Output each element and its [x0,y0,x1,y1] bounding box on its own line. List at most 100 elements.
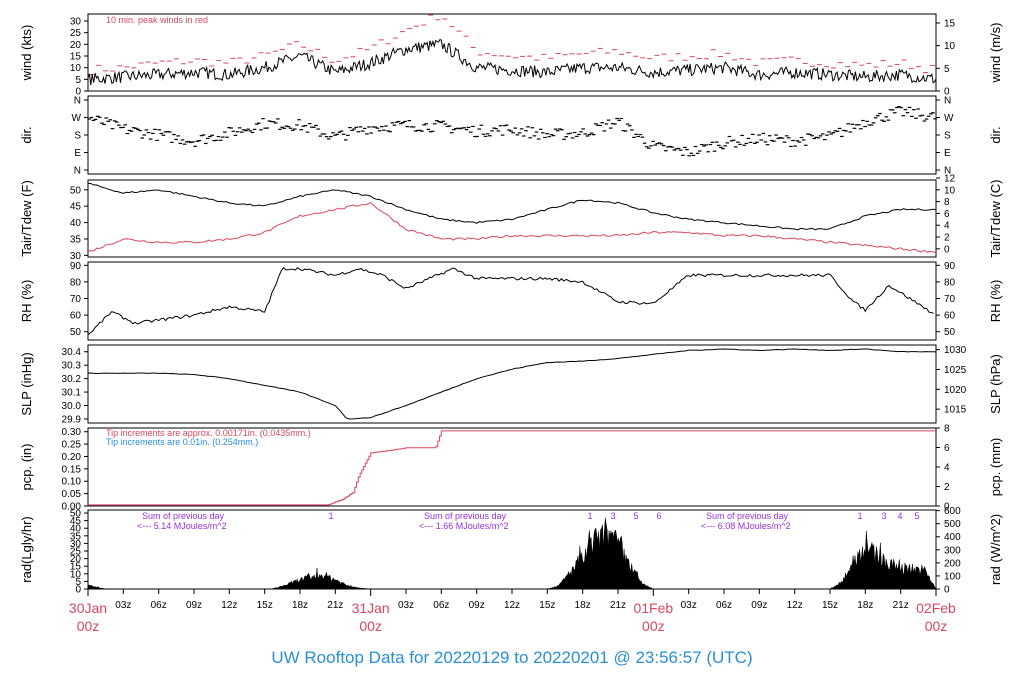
rad-left-tick-label: 0 [75,585,81,596]
time-tick-label: 03z [115,600,131,611]
pcp-right-tick-label: 0 [944,502,950,513]
pcp-left-tick-label: 0.20 [62,452,82,463]
rad-left-tick-label: 15 [70,562,82,573]
rad-ylabel-right: rad (W/m^2) [988,514,1003,585]
day-label: 30Jan [69,600,107,616]
rad-left-tick-label: 40 [70,524,82,535]
temp-right-tick-label: 2 [944,233,950,244]
radiation-hour-mark: 6 [656,511,661,521]
wind-right-tick-label: 5 [944,64,950,75]
rh-right-tick-label: 60 [944,311,956,322]
rh-panel-frame [87,261,937,341]
rad-left-tick-label: 50 [70,509,82,520]
temp-right-tick-label: 4 [944,221,950,232]
slp-left-tick-label: 30.2 [62,374,82,385]
wind-panel-frame [87,13,937,92]
radiation-hour-mark: 3 [881,511,886,521]
day-hour-label: 00z [359,618,382,634]
rad-left-tick-label: 25 [70,547,82,558]
temp-right-tick-label: 12 [944,174,956,185]
pcp-left-tick-label: 0.30 [62,427,82,438]
radiation-sum-value: <--- 1.66 MJoules/m^2 [419,521,509,531]
rh-left-tick-label: 90 [70,261,82,272]
time-tick-label: 15z [539,600,555,611]
temp-left-tick-label: 50 [70,185,82,196]
rad-right-tick-label: 500 [944,519,961,530]
day-label: 31Jan [352,600,390,616]
temp-ylabel-right: Tair/Tdew (C) [988,179,1003,257]
dir-right-tick-label: N [944,166,951,177]
radiation-sum-value: <--- 6.08 MJoules/m^2 [701,521,791,531]
air-temperature-line [87,182,937,231]
rad-right-tick-label: 300 [944,545,961,556]
dir-right-tick-label: E [944,148,951,159]
temp-right-tick-label: 0 [944,244,950,255]
slp-left-tick-label: 30.1 [62,388,82,399]
relative-humidity-line [87,266,934,336]
time-tick-label: 21z [893,600,909,611]
rh-right-tick-label: 80 [944,277,956,288]
radiation-sum-label: Sum of previous day [706,511,789,521]
radiation-sum-label: Sum of previous day [142,511,225,521]
pcp-right-tick-label: 4 [944,463,950,474]
dir-ylabel-left: dir. [19,126,34,143]
slp-left-tick-label: 30.3 [62,361,82,372]
pcp-left-tick-label: 0.25 [62,440,82,451]
radiation-hour-mark: 5 [633,511,638,521]
rad-left-tick-label: 35 [70,531,82,542]
wind-right-tick-label: 15 [944,18,956,29]
radiation-hour-mark: 1 [328,511,333,521]
time-tick-label: 09z [751,600,767,611]
radiation-sum-value: <--- 5.14 MJoules/m^2 [137,521,227,531]
dir-right-tick-label: W [944,113,954,124]
wind-left-tick-label: 5 [75,75,81,86]
precip-annotation-red: Tip increments are approx. 0.00171in. (0… [106,428,311,438]
day-label: 01Feb [633,600,673,616]
temp-left-tick-label: 40 [70,218,82,229]
slp-left-tick-label: 30.0 [62,401,82,412]
dir-left-tick-label: N [74,96,81,107]
wind-ylabel-left: wind (kts) [19,25,34,82]
rad-left-tick-label: 45 [70,516,82,527]
rad-left-tick-label: 5 [75,577,81,588]
temp-right-tick-label: 10 [944,185,956,196]
rad-right-tick-label: 200 [944,558,961,569]
rad-right-tick-label: 400 [944,532,961,543]
wind-annotation: 10 min. peak winds in red [106,15,208,25]
temp-right-tick-label: 6 [944,209,950,220]
pcp-left-tick-label: 0.15 [62,464,82,475]
time-tick-label: 15z [822,600,838,611]
radiation-hour-mark: 1 [587,511,592,521]
pcp-right-tick-label: 6 [944,443,950,454]
dir-right-tick-label: S [944,131,951,142]
time-tick-label: 12z [221,600,237,611]
slp-panel-frame [87,344,937,424]
pcp-left-tick-label: 0.05 [62,489,82,500]
dir-left-tick-label: S [74,131,81,142]
pcp-left-tick-label: 0.00 [62,502,82,513]
time-tick-label: 03z [681,600,697,611]
slp-ylabel-right: SLP (hPa) [988,354,1003,414]
time-tick-label: 12z [787,600,803,611]
time-tick-label: 03z [398,600,414,611]
pcp-ylabel-right: pcp. (mm) [988,438,1003,497]
wind-ylabel-right: wind (m/s) [988,23,1003,84]
dir-ylabel-right: dir. [988,126,1003,143]
temperature-panel-frame [87,179,937,258]
day-label: 02Feb [916,600,956,616]
wind-left-tick-label: 15 [70,52,82,63]
slp-right-tick-label: 1015 [944,405,967,416]
time-tick-label: 21z [610,600,626,611]
time-tick-label: 09z [186,600,202,611]
time-tick-label: 06z [151,600,167,611]
temp-right-tick-label: 8 [944,197,950,208]
time-tick-label: 18z [292,600,308,611]
wind-left-tick-label: 25 [70,28,82,39]
wind-left-tick-label: 30 [70,17,82,28]
rad-left-tick-label: 30 [70,539,82,550]
dir-left-tick-label: N [74,166,81,177]
slp-right-tick-label: 1025 [944,365,967,376]
rh-left-tick-label: 80 [70,277,82,288]
temp-left-tick-label: 45 [70,202,82,213]
